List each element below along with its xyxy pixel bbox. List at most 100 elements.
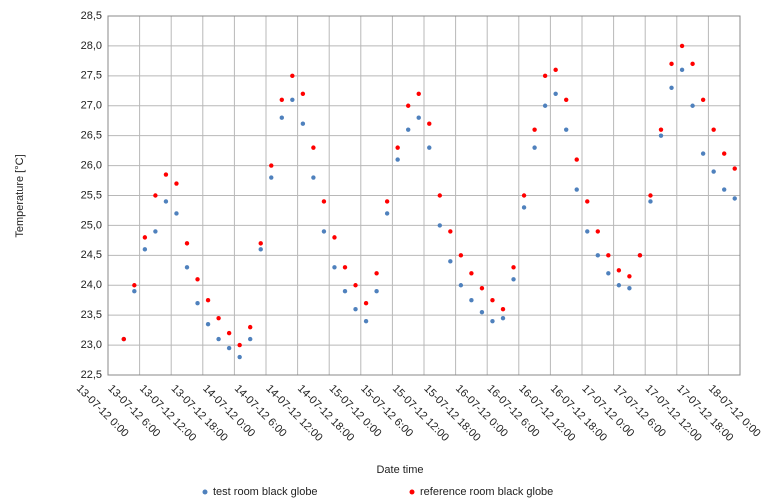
data-point bbox=[353, 283, 358, 288]
x-tick-label: 17-07-12 18:00 bbox=[674, 383, 735, 444]
data-point bbox=[416, 115, 421, 120]
data-point bbox=[332, 265, 337, 270]
data-point bbox=[132, 283, 137, 288]
data-point bbox=[279, 115, 284, 120]
data-point bbox=[574, 187, 579, 192]
data-point bbox=[542, 103, 548, 108]
data-point bbox=[553, 91, 558, 96]
data-point bbox=[458, 283, 464, 288]
data-point bbox=[290, 97, 295, 102]
data-point bbox=[542, 73, 548, 79]
data-point bbox=[216, 336, 221, 342]
data-point bbox=[363, 318, 369, 324]
data-point bbox=[500, 306, 506, 312]
data-point bbox=[311, 175, 316, 180]
data-point bbox=[690, 103, 695, 108]
data-point bbox=[184, 265, 190, 270]
data-point bbox=[279, 97, 284, 102]
legend-marker bbox=[409, 489, 415, 495]
data-point bbox=[532, 127, 537, 132]
y-tick-label: 23,0 bbox=[81, 339, 102, 351]
data-point bbox=[722, 187, 727, 192]
data-point bbox=[353, 306, 358, 312]
data-point bbox=[395, 157, 400, 162]
y-tick-label: 27,5 bbox=[81, 70, 102, 82]
y-tick-label: 26,0 bbox=[81, 159, 102, 171]
data-point bbox=[711, 127, 716, 132]
data-point bbox=[195, 301, 200, 306]
data-point bbox=[300, 91, 306, 96]
x-tick-label: 14-07-12 12:00 bbox=[263, 383, 324, 444]
data-point bbox=[153, 193, 158, 198]
data-point bbox=[669, 61, 674, 67]
data-point bbox=[532, 145, 537, 150]
x-tick-label: 16-07-12 12:00 bbox=[516, 383, 577, 444]
x-tick-label: 13-07-12 18:00 bbox=[169, 383, 230, 444]
data-point bbox=[679, 43, 685, 49]
data-point bbox=[395, 145, 400, 150]
data-point bbox=[226, 330, 232, 336]
y-tick-label: 22,5 bbox=[81, 369, 102, 381]
x-tick-label: 14-07-12 18:00 bbox=[295, 383, 356, 444]
legend-label: test room black globe bbox=[213, 486, 318, 498]
data-point bbox=[321, 229, 327, 234]
data-point bbox=[585, 229, 590, 234]
data-point bbox=[437, 193, 442, 198]
data-point bbox=[248, 324, 253, 330]
data-point bbox=[406, 103, 411, 108]
data-point bbox=[300, 121, 306, 126]
data-point bbox=[511, 277, 516, 282]
data-point bbox=[174, 211, 179, 216]
data-point bbox=[616, 268, 622, 273]
data-point bbox=[374, 289, 379, 294]
data-point bbox=[258, 247, 263, 252]
data-point bbox=[722, 151, 727, 156]
data-point bbox=[595, 229, 600, 234]
y-tick-label: 23,5 bbox=[81, 309, 102, 321]
data-point bbox=[448, 229, 453, 234]
data-point bbox=[479, 286, 485, 291]
data-point bbox=[616, 283, 622, 288]
data-point bbox=[700, 151, 706, 156]
data-point bbox=[469, 271, 474, 276]
data-point bbox=[132, 289, 137, 294]
data-point bbox=[574, 157, 579, 162]
data-point bbox=[374, 271, 379, 276]
y-tick-label: 25,5 bbox=[81, 189, 102, 201]
data-point bbox=[163, 172, 169, 177]
data-point bbox=[595, 253, 600, 258]
data-point bbox=[521, 193, 527, 198]
data-point bbox=[448, 259, 453, 264]
data-point bbox=[321, 199, 327, 204]
data-point bbox=[121, 336, 127, 342]
data-point bbox=[205, 321, 211, 327]
data-point bbox=[479, 309, 485, 315]
data-point bbox=[437, 223, 442, 228]
data-point bbox=[606, 271, 611, 276]
y-tick-label: 24,5 bbox=[81, 249, 102, 261]
data-point bbox=[700, 97, 706, 102]
y-tick-label: 26,5 bbox=[81, 130, 102, 142]
legend-marker bbox=[202, 489, 208, 495]
data-point bbox=[732, 196, 737, 201]
legend-label: reference room black globe bbox=[420, 486, 553, 498]
data-point bbox=[458, 253, 464, 258]
data-point bbox=[427, 145, 432, 150]
data-point bbox=[564, 127, 569, 132]
data-point bbox=[416, 91, 421, 96]
data-point bbox=[679, 67, 685, 73]
data-point bbox=[469, 298, 474, 303]
data-point bbox=[363, 301, 369, 306]
data-point bbox=[142, 235, 148, 240]
data-point bbox=[658, 127, 664, 132]
data-point bbox=[237, 354, 242, 360]
data-point bbox=[732, 166, 737, 171]
data-point bbox=[384, 199, 390, 204]
data-point bbox=[606, 253, 611, 258]
data-point bbox=[711, 169, 716, 174]
data-point bbox=[248, 336, 253, 342]
x-axis-title: Date time bbox=[376, 464, 423, 476]
data-point bbox=[384, 211, 390, 216]
data-point bbox=[690, 61, 695, 67]
y-tick-label: 28,5 bbox=[81, 10, 102, 22]
